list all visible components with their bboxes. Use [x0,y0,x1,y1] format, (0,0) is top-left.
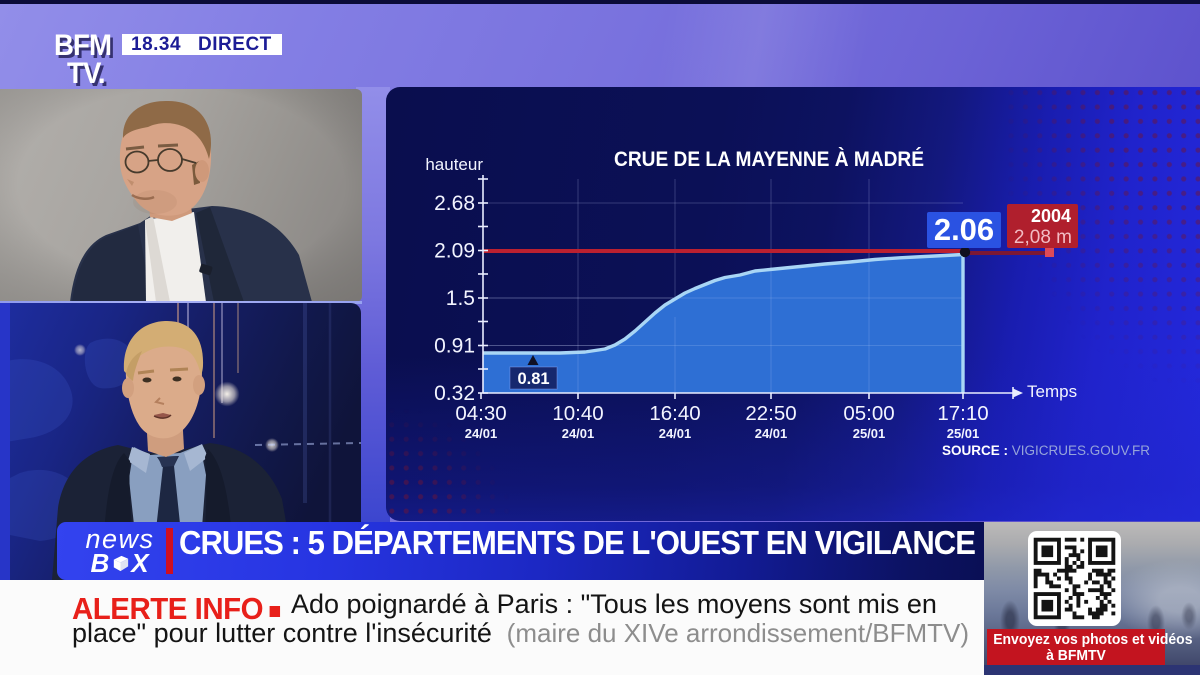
svg-text:22:50: 22:50 [745,402,796,425]
svg-text:24/01: 24/01 [465,426,498,441]
svg-text:25/01: 25/01 [947,426,980,441]
svg-text:0.81: 0.81 [517,370,549,388]
svg-text:2.68: 2.68 [434,192,475,215]
svg-text:2.06: 2.06 [934,212,994,247]
svg-text:Temps: Temps [1027,382,1077,401]
svg-text:1.5: 1.5 [446,287,475,310]
svg-text:04:30: 04:30 [455,402,506,425]
svg-text:24/01: 24/01 [562,426,595,441]
svg-text:25/01: 25/01 [853,426,886,441]
svg-text:05:00: 05:00 [843,402,894,425]
svg-text:SOURCE : VIGICRUES.GOUV.FR: SOURCE : VIGICRUES.GOUV.FR [942,443,1150,458]
svg-text:0.32: 0.32 [434,382,475,405]
svg-text:24/01: 24/01 [659,426,692,441]
svg-text:24/01: 24/01 [755,426,788,441]
svg-text:2004: 2004 [1031,206,1071,226]
svg-text:10:40: 10:40 [552,402,603,425]
svg-text:17:10: 17:10 [937,402,988,425]
svg-text:CRUE DE LA MAYENNE À MADRÉ: CRUE DE LA MAYENNE À MADRÉ [614,148,924,171]
svg-text:0.91: 0.91 [434,335,475,358]
svg-text:16:40: 16:40 [649,402,700,425]
svg-text:2.09: 2.09 [434,240,475,263]
svg-text:hauteur: hauteur [425,155,483,174]
svg-text:2,08 m: 2,08 m [1014,227,1072,248]
